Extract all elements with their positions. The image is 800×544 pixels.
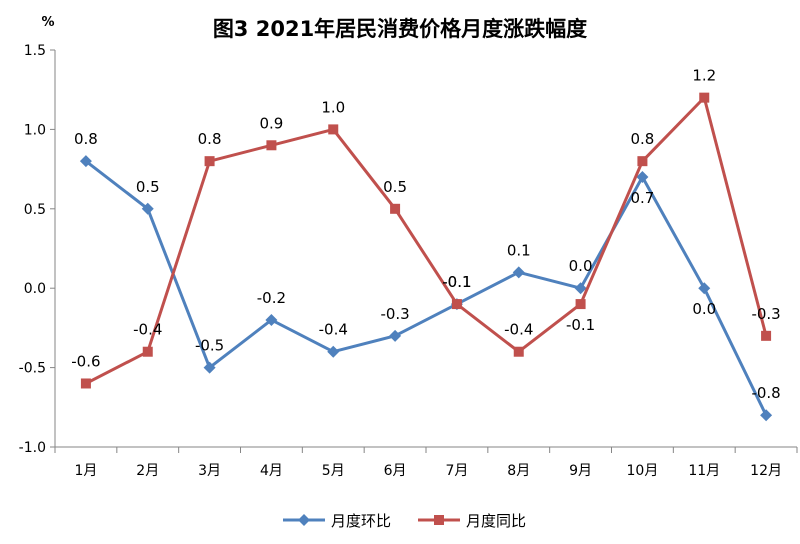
legend-label-mom: 月度环比 <box>331 512 391 530</box>
data-point-mom <box>203 361 216 374</box>
series-line-mom <box>85 159 768 416</box>
data-label-mom: -0.8 <box>751 384 780 402</box>
y-tick-label: 1.5 <box>24 43 46 59</box>
data-label-yoy: -0.3 <box>751 305 780 323</box>
data-label-mom: 0.1 <box>507 241 531 259</box>
data-point-yoy <box>328 124 339 135</box>
data-label-mom: -0.4 <box>319 321 348 339</box>
data-label-yoy: 1.2 <box>692 67 716 85</box>
data-point-yoy <box>575 299 586 310</box>
x-tick-label: 10月 <box>627 463 659 479</box>
data-label-mom: 0.7 <box>630 189 654 207</box>
data-point-mom <box>636 171 649 184</box>
y-tick-label: 0.0 <box>24 281 46 297</box>
series-line-yoy <box>85 96 768 385</box>
series-layer <box>79 92 773 422</box>
data-point-yoy <box>390 203 401 214</box>
x-tick-label: 6月 <box>384 463 407 479</box>
data-label-yoy: 0.5 <box>383 178 407 196</box>
legend-marker-mom <box>298 514 310 526</box>
y-tick-label: 0.5 <box>24 202 46 218</box>
x-tick-label: 11月 <box>688 463 720 479</box>
data-point-yoy <box>266 140 277 151</box>
y-tick-label: 1.0 <box>24 122 46 138</box>
chart-axes: 1.5 1.0 0.5 0.0 -0.5 -1.0 1月 2月 3月 4月 5月 6月 7月 8月 9月 10… <box>19 43 798 479</box>
x-tick-label: 12月 <box>750 463 782 479</box>
data-point-mom <box>760 409 773 422</box>
y-tick-label: -1.0 <box>19 440 46 456</box>
x-tick-label: 4月 <box>260 463 283 479</box>
data-label-mom: -0.2 <box>257 289 286 307</box>
x-tick-label: 2月 <box>136 463 159 479</box>
data-point-yoy <box>513 346 524 357</box>
data-label-yoy: 0.8 <box>630 130 654 148</box>
x-tick-label: 5月 <box>322 463 345 479</box>
y-tick-label: -0.5 <box>19 361 46 377</box>
data-label-yoy: 0.8 <box>198 130 222 148</box>
data-label-mom: -0.1 <box>442 273 471 291</box>
data-label-yoy: 0.9 <box>259 114 283 132</box>
x-tick-label: 9月 <box>569 463 592 479</box>
x-tick-label: 8月 <box>507 463 530 479</box>
data-point-mom <box>512 266 525 279</box>
data-point-yoy <box>699 92 710 103</box>
data-point-yoy <box>761 330 772 341</box>
data-point-mom <box>265 313 278 326</box>
data-label-mom: 0.0 <box>569 257 593 275</box>
data-label-yoy: -0.1 <box>566 316 595 334</box>
data-label-yoy: -0.4 <box>504 321 533 339</box>
data-point-yoy <box>80 378 91 389</box>
legend-marker-yoy <box>434 515 444 525</box>
data-label-yoy: -0.6 <box>71 352 100 370</box>
data-label-yoy: -0.1 <box>442 273 471 291</box>
data-label-layer: 0.8 0.5 -0.5 -0.2 -0.4 -0.3 -0.1 0.1 0.0 0.7 0.0 -0… <box>71 67 780 403</box>
data-point-mom <box>327 345 340 358</box>
data-point-mom <box>79 155 92 168</box>
data-label-mom: -0.5 <box>195 337 224 355</box>
y-axis-unit: % <box>41 15 54 30</box>
legend-label-yoy: 月度同比 <box>466 512 526 530</box>
data-label-mom: -0.3 <box>380 305 409 323</box>
data-label-yoy: 1.0 <box>321 98 345 116</box>
data-point-yoy <box>204 156 215 167</box>
chart-title: 图3 2021年居民消费价格月度涨跌幅度 <box>213 17 587 41</box>
data-point-mom <box>389 329 402 342</box>
data-point-yoy <box>637 156 648 167</box>
data-label-yoy: -0.4 <box>133 321 162 339</box>
x-tick-label: 3月 <box>198 463 221 479</box>
data-point-mom <box>574 282 587 295</box>
data-point-mom <box>141 202 154 215</box>
x-tick-label: 1月 <box>74 463 97 479</box>
data-label-mom: 0.8 <box>74 130 98 148</box>
data-point-mom <box>698 282 711 295</box>
data-label-mom: 0.0 <box>692 300 716 318</box>
legend: 月度环比 月度同比 <box>283 512 526 530</box>
x-tick-label: 7月 <box>445 463 468 479</box>
data-point-yoy <box>451 299 462 310</box>
data-point-yoy <box>142 346 153 357</box>
data-label-mom: 0.5 <box>136 178 160 196</box>
